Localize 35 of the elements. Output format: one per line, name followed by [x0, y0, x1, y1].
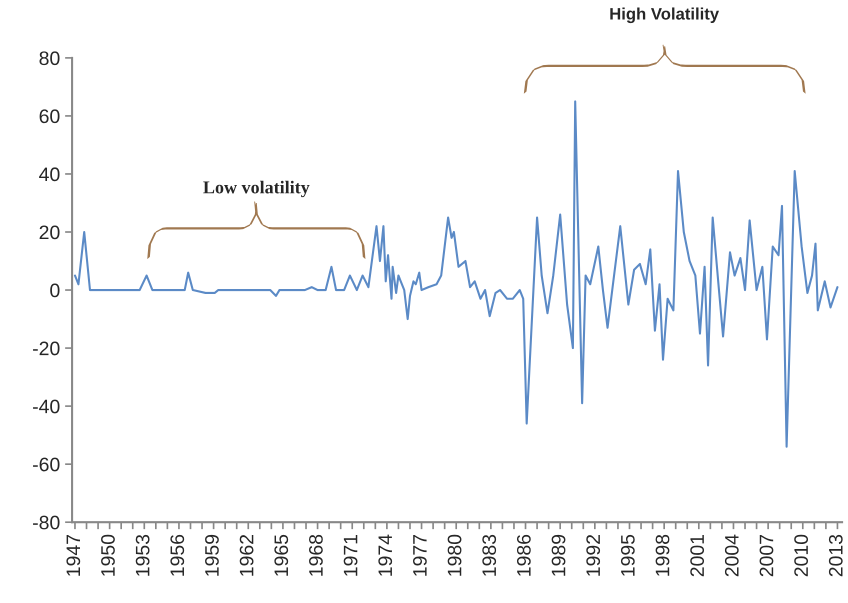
y-tick-label: -80: [33, 516, 60, 530]
x-tick-label: 1965: [274, 534, 288, 576]
y-tick-label: -40: [33, 400, 60, 414]
text: High Volatility: [610, 7, 720, 24]
x-tick-label: 1968: [309, 534, 323, 576]
x-tick-label: 1995: [620, 534, 635, 576]
x-tick-label: 1986: [516, 534, 531, 576]
x-tick-label: 1971: [344, 534, 358, 576]
y-tick-label: -60: [33, 458, 60, 472]
y-tick-label: -20: [33, 342, 60, 356]
x-tick-label: 1956: [170, 534, 184, 576]
line-series: [74, 100, 838, 448]
x-tick-label: 1989: [552, 534, 566, 576]
x-tick-label: 2010: [794, 534, 808, 576]
x-tick-label: 1974: [378, 534, 392, 576]
x-tick-label: 1998: [656, 534, 670, 576]
x-tick-label: 2007: [760, 534, 774, 576]
x-tick-label: 1953: [136, 534, 150, 576]
x-tick-label: 2001: [690, 534, 704, 576]
x-tick-label: 1947: [66, 534, 80, 576]
x-tick-label: 1977: [413, 534, 427, 576]
x-tick-label: 1983: [482, 534, 496, 576]
y-tick-label: 20: [40, 225, 60, 240]
x-tick-label: 1959: [205, 534, 219, 576]
y-tick-label: 60: [40, 109, 60, 124]
x-tick-label: 2013: [828, 534, 843, 576]
x-tick-label: 2004: [724, 534, 739, 576]
x-tick-label: 1980: [448, 534, 462, 576]
x-tick-label: 1950: [101, 534, 115, 576]
y-tick-label: 0: [50, 284, 60, 298]
x-tick-label: 1992: [586, 534, 600, 576]
y-tick-label: 80: [39, 51, 60, 66]
annotation: Low volatility: [203, 180, 310, 198]
y-tick-label: 40: [39, 167, 60, 182]
x-tick-label: 1962: [240, 534, 254, 576]
